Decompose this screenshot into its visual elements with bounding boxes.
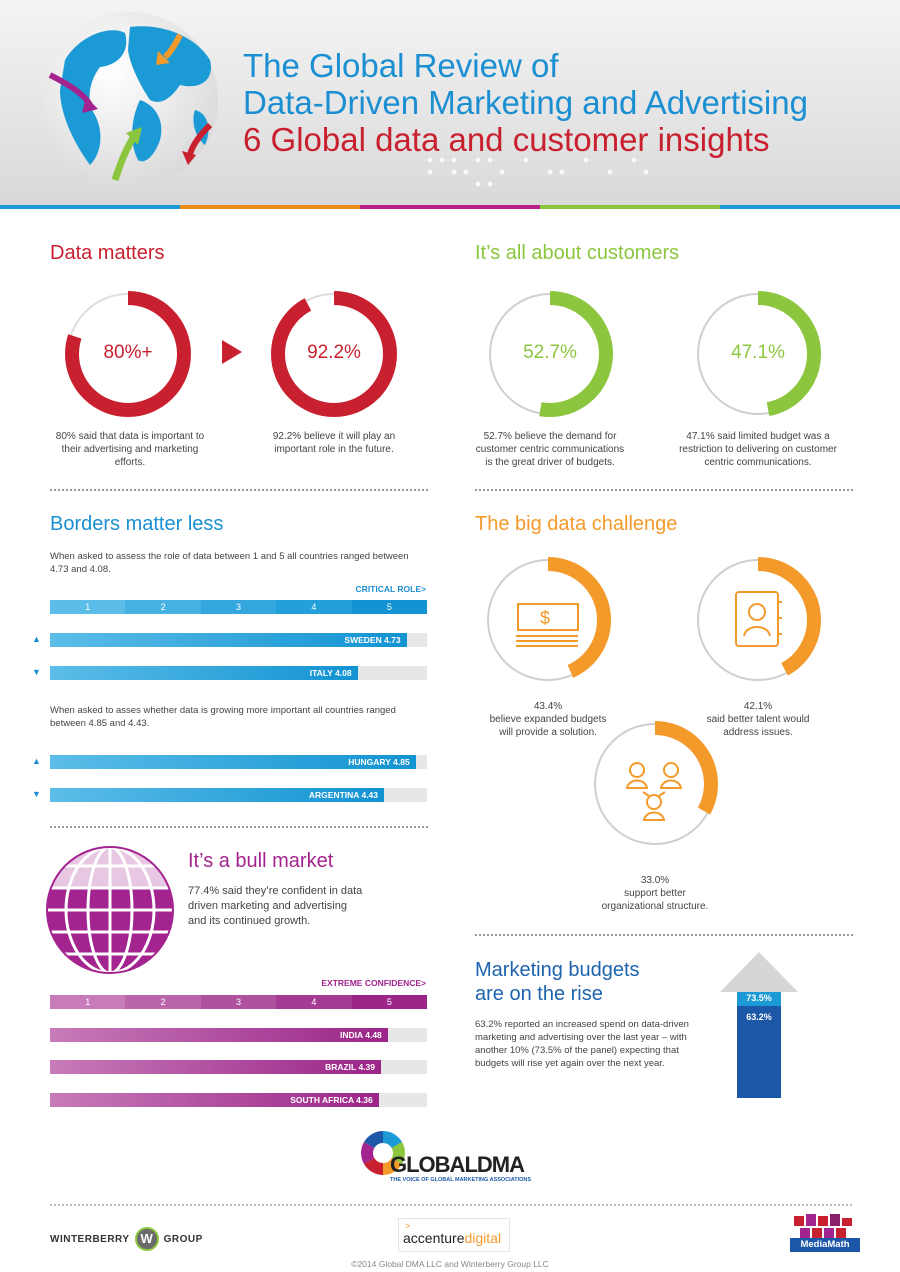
budgets-text: 63.2% reported an increased spend on dat…	[475, 1019, 689, 1069]
winterberry-w-icon: W	[134, 1227, 159, 1251]
winterberry-logo: WINTERBERRY W GROUP	[50, 1227, 203, 1251]
team-icon	[625, 762, 683, 821]
bar-track-south-africa: SOUTH AFRICA 4.36	[50, 1093, 427, 1107]
globe-illustration	[42, 12, 218, 188]
divider	[50, 489, 428, 491]
scale-bar-purple: 1 2 3 4 5	[50, 995, 428, 1009]
svg-text:$: $	[540, 608, 550, 628]
scale-tick: 1	[50, 600, 126, 614]
globaldma-tagline: THE VOICE OF GLOBAL MARKETING ASSOCIATIO…	[390, 1177, 532, 1183]
lowest-marker-icon: ▼	[32, 667, 41, 677]
scale-tick: 5	[351, 600, 428, 614]
donut-52	[487, 291, 613, 417]
section-title-bull: It’s a bull market	[188, 850, 334, 872]
caption-43: 43.4% believe expanded budgets will prov…	[489, 701, 607, 738]
mediamath-mosaic	[794, 1214, 852, 1238]
scale-tick: 2	[125, 995, 201, 1009]
bar-argentina: ARGENTINA 4.43	[50, 788, 385, 802]
bar-italy: ITALY 4.08	[50, 666, 358, 680]
page-subtitle: 6 Global data and customer insights	[243, 121, 770, 158]
section-title-borders: Borders matter less	[50, 513, 224, 535]
winterberry-wordmark-right: GROUP	[163, 1233, 203, 1245]
scale-caption-confidence: EXTREME CONFIDENCE>	[321, 978, 426, 988]
address-book-icon	[735, 591, 782, 647]
mediamath-logo: MediaMath	[790, 1214, 860, 1254]
globaldma-logo: GLOBALDMA THE VOICE OF GLOBAL MARKETING …	[360, 1130, 560, 1190]
bar-track-india: INDIA 4.48	[50, 1028, 427, 1042]
section-title-budgets: Marketing budgets are on the rise	[475, 959, 640, 1005]
bar-track-italy: ITALY 4.08	[50, 666, 427, 680]
bar-sweden: SWEDEN 4.73	[50, 633, 407, 647]
caption-42: 42.1% said better talent would address i…	[706, 701, 810, 738]
arrow-label-last-year: 63.2%	[746, 1012, 772, 1022]
globaldma-wordmark: GLOBALDMA	[390, 1152, 525, 1177]
mediamath-wordmark: MediaMath	[790, 1238, 860, 1252]
caption-52: 52.7% believe the demand for customer ce…	[475, 431, 625, 468]
caption-33: 33.0% support better organizational stru…	[601, 875, 709, 912]
divider	[50, 826, 428, 828]
winterberry-wordmark-left: WINTERBERRY	[50, 1233, 130, 1245]
section-title-big-data: The big data challenge	[475, 513, 678, 535]
page-title-line-2: Data-Driven Marketing and Advertising	[243, 84, 808, 121]
page-title-line-1: The Global Review of	[243, 47, 559, 84]
scale-tick: 2	[125, 600, 201, 614]
divider	[475, 934, 853, 936]
scale-tick: 4	[276, 995, 352, 1009]
divider	[475, 489, 853, 491]
footer-copyright: ©2014 Global DMA LLC and Winterberry Gro…	[351, 1259, 549, 1269]
donut-92	[271, 291, 397, 417]
accenture-chevron: >	[405, 1221, 411, 1231]
bar-track-hungary: HUNGARY 4.85	[50, 755, 427, 769]
budget-rise-arrow	[720, 952, 798, 1098]
scale-tick: 5	[351, 995, 428, 1009]
donut-80	[65, 291, 191, 417]
scale-tick: 1	[50, 995, 126, 1009]
highest-marker-icon: ▲	[32, 634, 41, 644]
donut-33	[592, 721, 718, 847]
donut-43: $	[485, 557, 611, 683]
highest-marker-icon: ▲	[32, 756, 41, 766]
arrow-right-icon	[222, 340, 242, 364]
bar-track-brazil: BRAZIL 4.39	[50, 1060, 427, 1074]
bar-brazil: BRAZIL 4.39	[50, 1060, 381, 1074]
donut-label-80: 80%+	[103, 342, 153, 363]
scale-bar-blue: 1 2 3 4 5	[50, 600, 428, 614]
bar-south-africa: SOUTH AFRICA 4.36	[50, 1093, 379, 1107]
footer-divider	[50, 1204, 852, 1206]
lowest-marker-icon: ▼	[32, 789, 41, 799]
bar-hungary: HUNGARY 4.85	[50, 755, 416, 769]
caption-80: 80% said that data is important to their…	[55, 431, 205, 468]
accenture-wordmark: accenturedigital	[403, 1230, 502, 1246]
borders-intro: When asked to assess the role of data be…	[50, 551, 409, 575]
caption-47: 47.1% said limited budget was a restrict…	[679, 431, 837, 468]
arrow-label-expected: 73.5%	[746, 993, 772, 1003]
header-color-stripe	[0, 205, 900, 209]
donut-42	[695, 557, 821, 683]
scale-caption-critical: CRITICAL ROLE>	[355, 584, 426, 594]
globaldma-mark	[361, 1131, 405, 1175]
bull-text: 77.4% said they’re confident in data dri…	[188, 885, 363, 927]
scale-tick: 3	[200, 995, 277, 1009]
donut-label-92: 92.2%	[307, 342, 361, 363]
section-title-data-matters: Data matters	[50, 242, 165, 264]
section-title-customers: It’s all about customers	[475, 242, 680, 264]
caption-92: 92.2% believe it will play an important …	[272, 431, 396, 455]
donut-label-47: 47.1%	[731, 342, 785, 363]
donut-label-52: 52.7%	[523, 342, 577, 363]
bar-india: INDIA 4.48	[50, 1028, 388, 1042]
header-dot-pattern	[427, 157, 649, 187]
scale-tick: 4	[276, 600, 352, 614]
purple-globe-icon	[46, 846, 174, 974]
scale-tick: 3	[200, 600, 277, 614]
bar-track-sweden: SWEDEN 4.73	[50, 633, 427, 647]
accenture-logo: > accenturedigital	[398, 1218, 510, 1252]
money-icon: $	[516, 603, 579, 647]
borders-intro-2: When asked to asses whether data is grow…	[50, 705, 396, 729]
bar-track-argentina: ARGENTINA 4.43	[50, 788, 427, 802]
donut-47	[695, 291, 821, 417]
